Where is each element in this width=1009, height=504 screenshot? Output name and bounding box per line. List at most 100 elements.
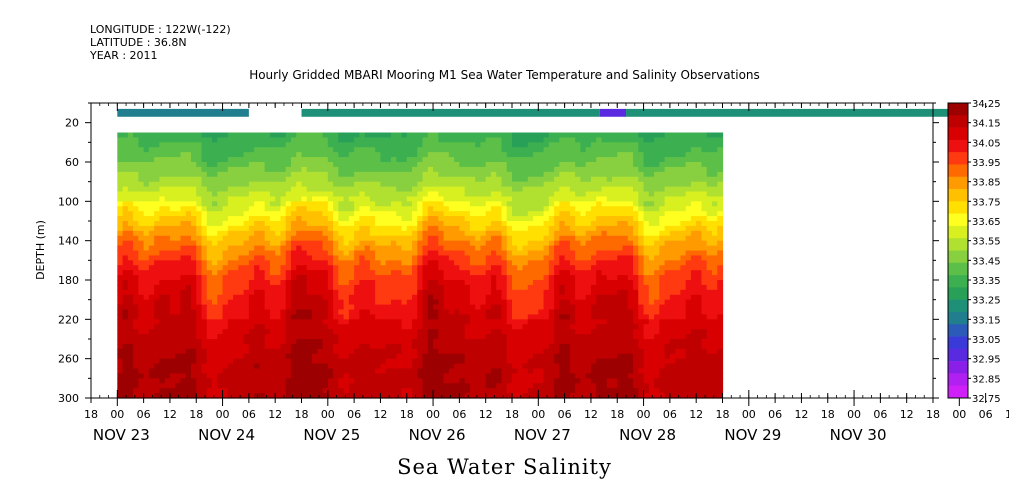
field-cell <box>359 221 366 227</box>
field-cell <box>369 147 376 153</box>
field-cell <box>506 358 513 365</box>
field-cell <box>359 329 366 335</box>
field-cell <box>517 196 524 202</box>
field-cell <box>259 284 266 291</box>
field-cell <box>248 309 255 316</box>
field-cell <box>354 176 360 183</box>
field-cell <box>359 225 366 232</box>
field-cell <box>454 299 460 306</box>
field-cell <box>459 211 466 217</box>
field-cell <box>396 162 403 168</box>
field-cell <box>122 270 129 276</box>
field-cell <box>275 270 282 276</box>
field-cell <box>585 324 592 330</box>
field-cell <box>369 373 376 379</box>
field-cell <box>185 260 192 266</box>
field-cell <box>401 393 408 399</box>
field-cell <box>548 309 555 316</box>
field-cell <box>375 324 382 330</box>
field-cell <box>369 171 376 178</box>
field-cell <box>501 211 508 217</box>
field-cell <box>343 353 350 360</box>
field-cell <box>396 196 403 202</box>
field-cell <box>312 319 318 325</box>
field-cell <box>148 162 155 168</box>
field-cell <box>454 152 460 158</box>
field-cell <box>554 378 560 384</box>
field-cell <box>490 191 497 198</box>
field-cell <box>380 319 387 325</box>
field-cell <box>238 137 245 143</box>
field-cell <box>490 240 497 247</box>
field-cell <box>138 334 145 340</box>
field-cell <box>506 230 513 237</box>
field-cell <box>285 348 292 355</box>
field-cell <box>575 225 582 232</box>
field-cell <box>306 314 313 320</box>
field-cell <box>380 329 387 335</box>
field-cell <box>438 363 445 370</box>
field-cell <box>433 309 439 316</box>
field-cell <box>259 363 266 370</box>
field-cell <box>533 294 539 301</box>
field-cell <box>464 289 471 296</box>
field-cell <box>259 324 266 330</box>
field-cell <box>127 206 134 212</box>
field-cell <box>480 196 487 202</box>
field-cell <box>285 388 292 394</box>
field-cell <box>406 221 413 227</box>
field-cell <box>375 309 382 316</box>
field-cell <box>464 221 471 227</box>
field-cell <box>233 196 239 202</box>
field-cell <box>127 157 134 163</box>
field-cell <box>469 216 476 222</box>
field-cell <box>333 216 339 222</box>
field-cell <box>396 240 403 247</box>
field-cell <box>190 157 197 163</box>
field-cell <box>490 275 497 281</box>
field-cell <box>443 221 450 227</box>
field-cell <box>222 171 229 178</box>
field-cell <box>333 388 339 394</box>
field-cell <box>559 206 566 212</box>
field-cell <box>238 162 245 168</box>
field-cell <box>548 157 555 163</box>
field-cell <box>417 329 424 335</box>
field-cell <box>575 230 582 237</box>
field-cell <box>496 255 503 261</box>
field-cell <box>143 147 150 153</box>
field-cell <box>159 230 166 237</box>
field-cell <box>496 265 503 271</box>
field-cell <box>480 147 487 153</box>
field-cell <box>306 216 313 222</box>
field-cell <box>375 284 382 291</box>
field-cell <box>354 270 360 276</box>
field-cell <box>438 260 445 266</box>
field-cell <box>454 314 460 320</box>
field-cell <box>454 265 460 271</box>
field-cell <box>412 373 418 379</box>
field-cell <box>501 324 508 330</box>
field-cell <box>406 132 413 139</box>
field-cell <box>238 373 245 379</box>
field-cell <box>275 280 282 286</box>
field-cell <box>427 162 434 168</box>
field-cell <box>159 299 166 306</box>
field-cell <box>138 284 145 291</box>
field-cell <box>222 304 229 311</box>
field-cell <box>296 393 303 399</box>
field-cell <box>317 353 324 360</box>
field-cell <box>401 348 408 355</box>
field-cell <box>580 353 587 360</box>
field-cell <box>290 284 297 291</box>
field-cell <box>154 147 161 153</box>
field-cell <box>169 373 176 379</box>
field-cell <box>454 186 460 193</box>
field-cell <box>501 201 508 207</box>
field-cell <box>380 137 387 143</box>
field-cell <box>454 221 460 227</box>
field-cell <box>596 152 603 158</box>
field-cell <box>243 329 250 335</box>
field-cell <box>438 206 445 212</box>
field-cell <box>454 284 460 291</box>
